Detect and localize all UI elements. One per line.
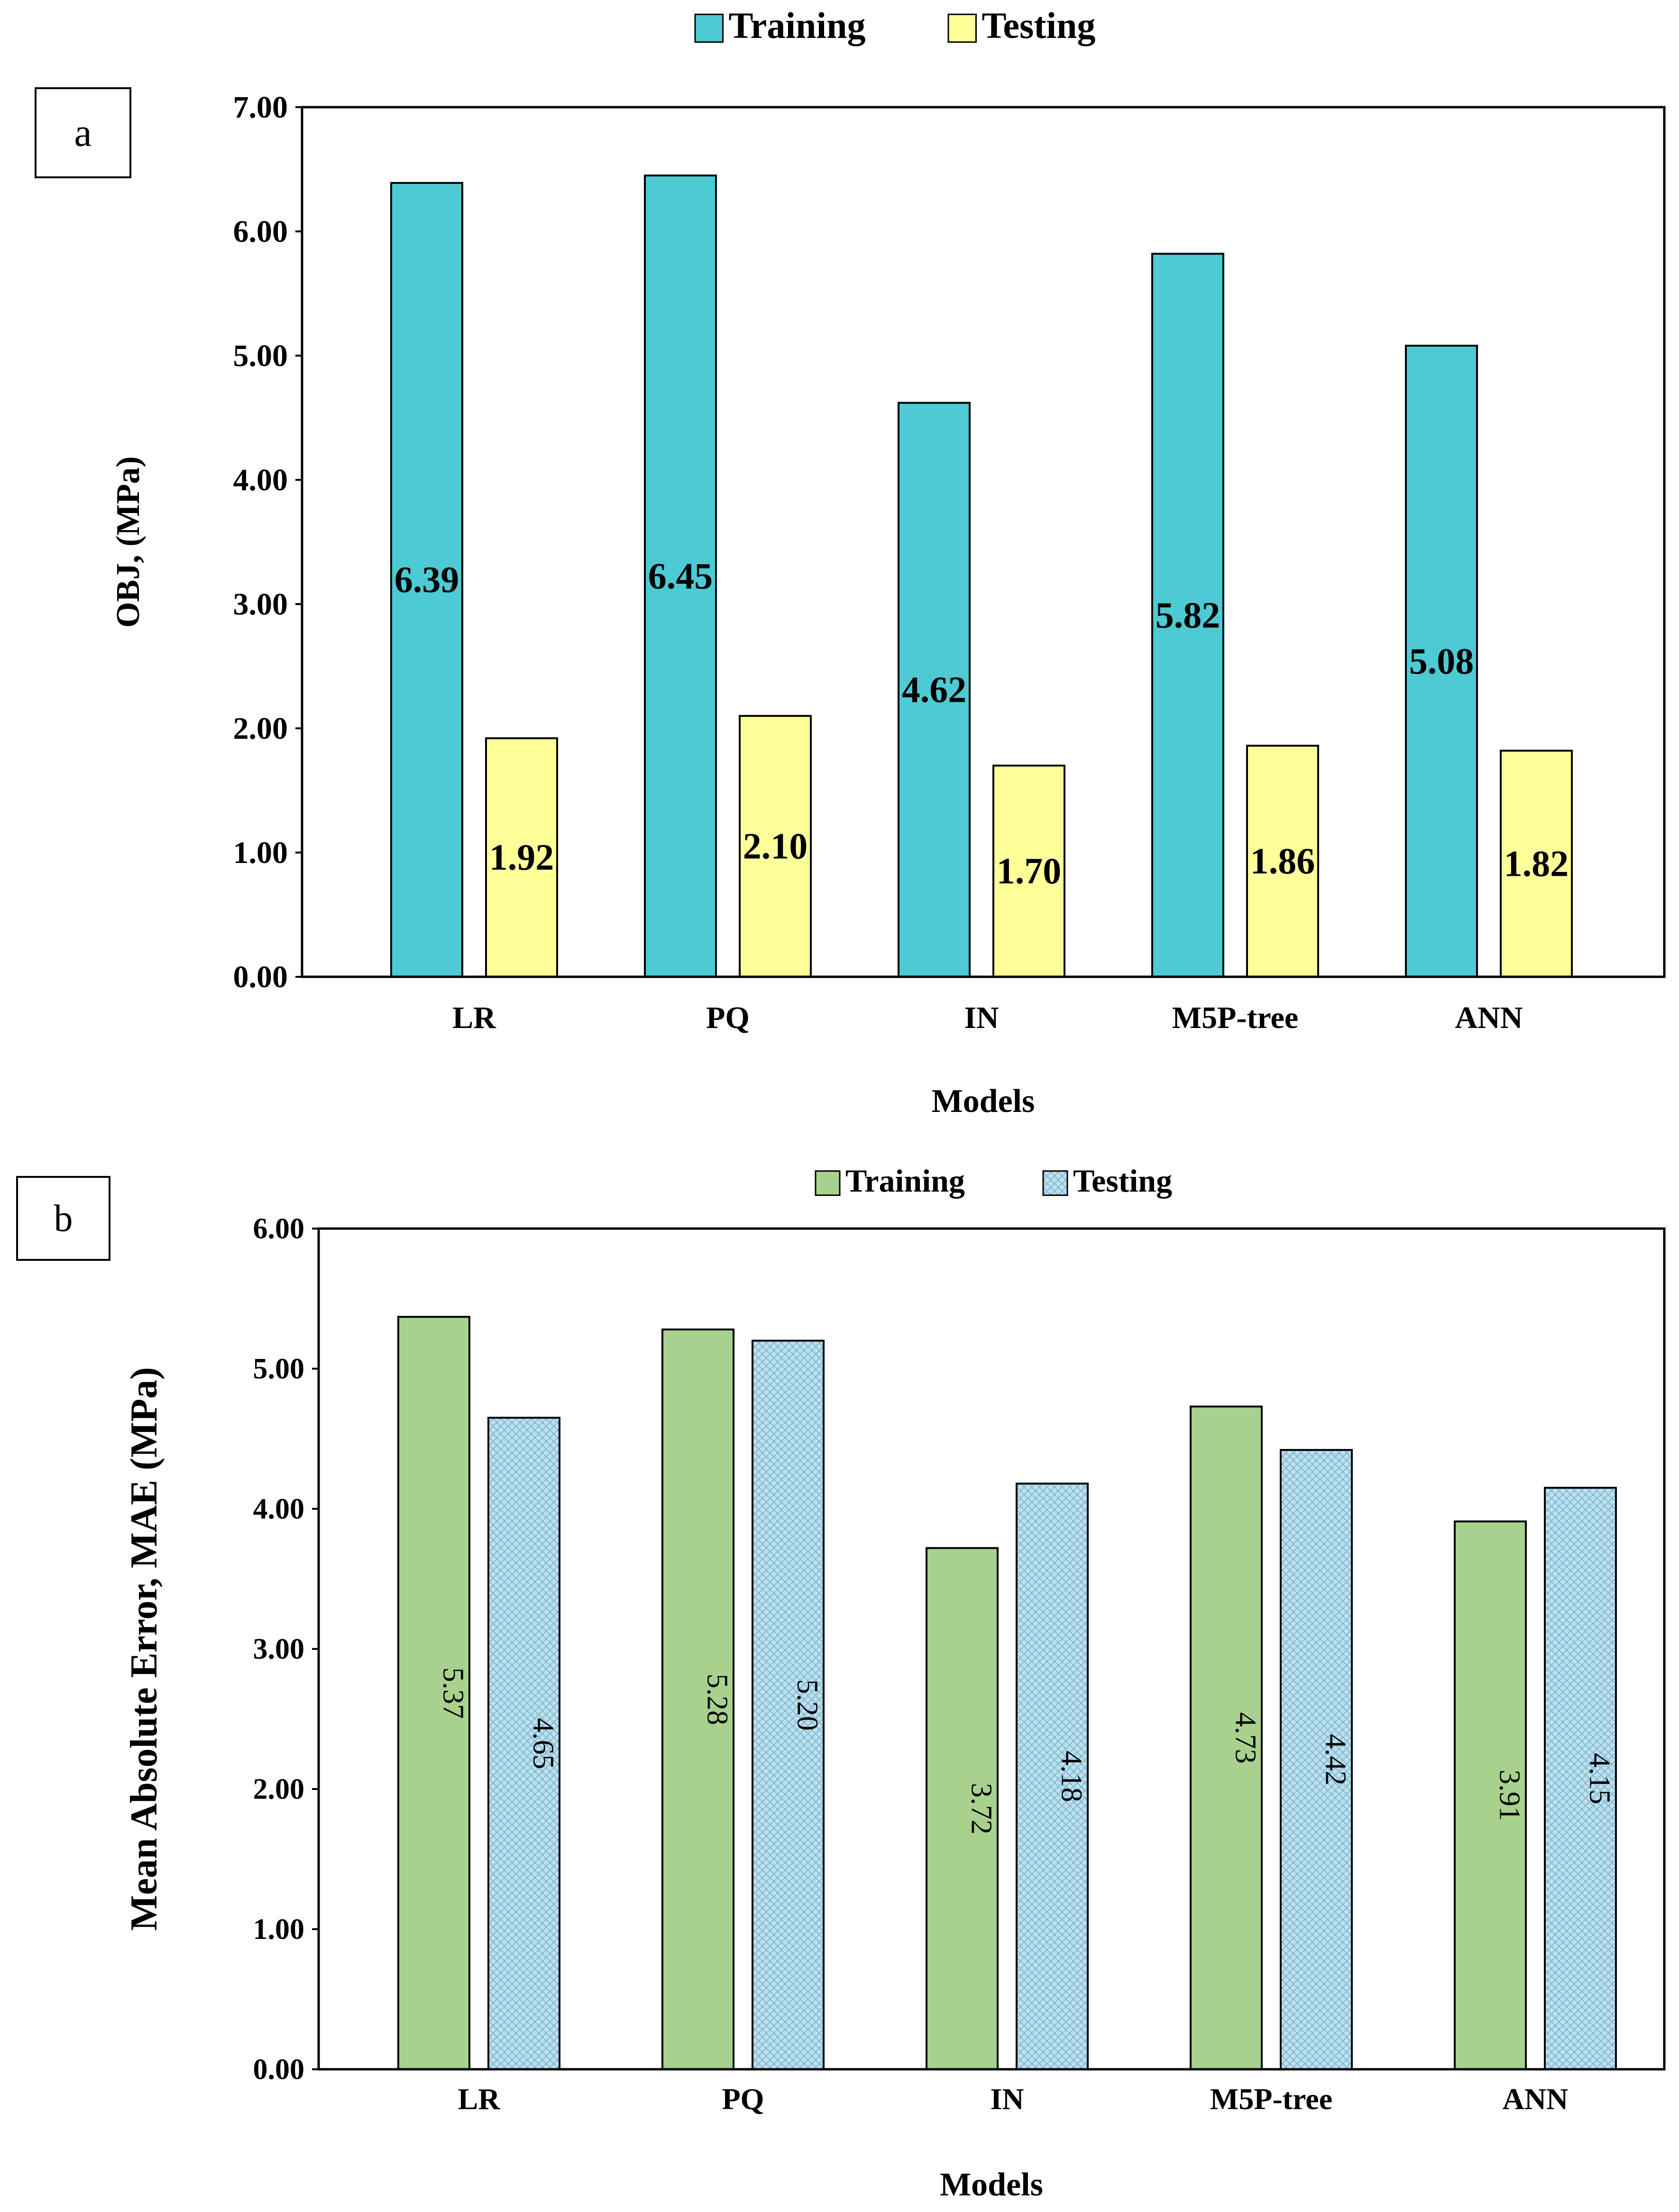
x-category-label: PQ [706, 1000, 750, 1035]
x-axis-title: Models [940, 2166, 1043, 2203]
y-axis-title: OBJ, (MPa) [110, 456, 147, 628]
data-label: 1.86 [1250, 840, 1315, 881]
bar-testing-in [1016, 1482, 1089, 2070]
bar-testing-in [992, 764, 1065, 978]
legend-label-training: Training [845, 1163, 965, 1199]
legend-label-testing: Testing [1073, 1163, 1172, 1199]
x-category-label: LR [458, 2082, 501, 2116]
y-tick-label: 1.00 [233, 835, 288, 870]
y-tick-label: 2.00 [233, 711, 288, 746]
bar-training-pq [661, 1328, 734, 2070]
plot-frame [317, 1227, 1666, 2071]
data-label: 2.10 [743, 826, 808, 867]
data-label: 4.65 [527, 1718, 559, 1770]
y-tick-label: 6.00 [233, 214, 288, 249]
data-label: 5.37 [437, 1667, 469, 1719]
x-category-label: IN [964, 1000, 999, 1035]
legend-label-testing: Testing [982, 5, 1096, 46]
data-label: 4.15 [1583, 1753, 1615, 1805]
data-label: 4.18 [1055, 1751, 1087, 1802]
y-axis-title: Mean Absolute Error, MAE (MPa) [123, 1367, 165, 1931]
x-category-label: M5P-tree [1210, 2082, 1332, 2116]
data-label: 5.28 [701, 1674, 733, 1726]
panel-label-box [35, 87, 131, 178]
data-label: 5.82 [1156, 594, 1220, 635]
y-tick-label: 6.00 [253, 1212, 305, 1245]
legend-label-training: Training [729, 5, 866, 46]
data-label: 1.70 [997, 850, 1062, 891]
x-category-label: PQ [722, 2082, 764, 2116]
data-label: 4.73 [1229, 1712, 1261, 1764]
bar-training-pq [644, 174, 717, 978]
x-category-label: ANN [1455, 1000, 1523, 1035]
y-tick-label: 4.00 [233, 463, 288, 497]
y-tick-label: 2.00 [253, 1773, 305, 1805]
y-tick-label: 3.00 [233, 587, 288, 622]
data-label: 4.62 [902, 669, 967, 710]
bar-testing-ann [1544, 1487, 1617, 2070]
y-tick-label: 0.00 [233, 960, 288, 994]
y-tick-label: 3.00 [253, 1633, 305, 1665]
bar-training-ann [1405, 345, 1478, 978]
panel-label-box [16, 1176, 110, 1261]
chart-a: a Training Testing 0.00 1.00 2.00 3.00 4.00 5.00… [35, 5, 1666, 1120]
y-tick-label: 5.00 [233, 339, 288, 373]
legend-swatch-testing [1042, 1170, 1068, 1196]
legend-swatch-training [815, 1170, 841, 1196]
data-label: 3.91 [1493, 1770, 1525, 1821]
data-label: 1.92 [489, 836, 554, 878]
y-tick-label: 7.00 [233, 90, 288, 125]
chart-b: b Training Testing 0.00 1.00 2.00 3.00 4.00 5.00… [16, 1163, 1666, 2203]
bar-training-m5p-tree [1190, 1405, 1263, 2070]
y-tick-label: 1.00 [253, 1913, 305, 1946]
panel-label: b [54, 1198, 73, 1239]
data-label: 3.72 [965, 1783, 997, 1835]
x-category-label: IN [990, 2082, 1024, 2116]
bar-testing-pq [752, 1340, 825, 2070]
bar-training-in [926, 1547, 999, 2070]
bar-training-ann [1454, 1520, 1527, 2070]
bar-testing-ann [1500, 750, 1573, 978]
data-label: 6.45 [648, 555, 713, 597]
bar-testing-pq [739, 715, 812, 978]
y-tick-label: 5.00 [253, 1353, 305, 1385]
legend-swatch-training [694, 13, 724, 43]
plot-frame [301, 106, 1666, 978]
panel-label: a [74, 111, 92, 155]
bar-training-in [898, 402, 971, 978]
x-category-label: LR [452, 1000, 496, 1035]
bar-training-lr [390, 182, 463, 978]
x-axis-title: Models [932, 1083, 1035, 1120]
x-category-label: M5P-tree [1172, 1000, 1298, 1035]
data-label: 5.08 [1409, 640, 1474, 681]
data-label: 4.42 [1319, 1734, 1351, 1786]
bar-testing-lr [485, 737, 558, 978]
y-tick-label: 0.00 [253, 2053, 305, 2085]
data-label: 5.20 [791, 1679, 823, 1731]
data-label: 1.82 [1504, 843, 1569, 884]
bar-training-m5p-tree [1151, 253, 1224, 978]
data-label: 6.39 [395, 559, 459, 600]
y-tick-label: 4.00 [253, 1493, 305, 1525]
x-category-label: ANN [1503, 2082, 1569, 2116]
legend-swatch-testing [947, 13, 977, 43]
